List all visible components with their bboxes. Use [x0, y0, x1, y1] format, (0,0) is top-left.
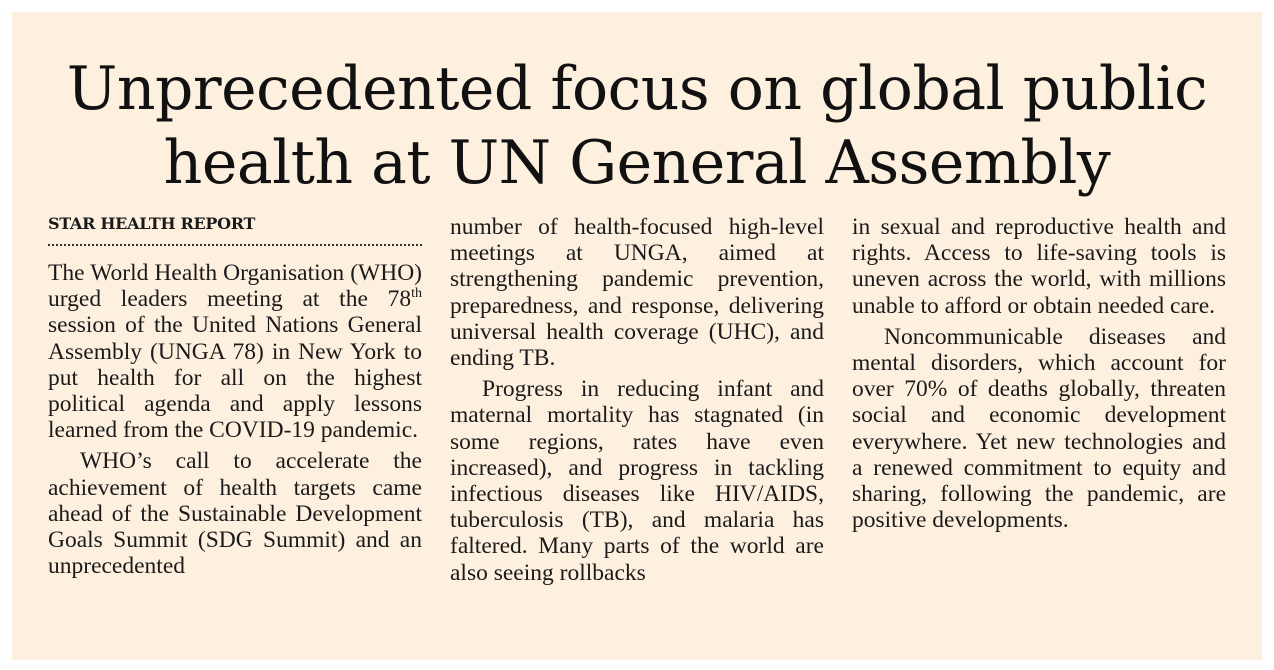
article-column-2: number of health-focused high-level meet… — [450, 214, 824, 586]
byline: STAR HEALTH REPORT — [48, 214, 256, 233]
paragraph: WHO’s call to accelerate the achievement… — [48, 448, 422, 580]
headline: Unprecedented focus on global public hea… — [12, 52, 1262, 200]
article-clipping: Unprecedented focus on global public hea… — [12, 12, 1262, 660]
dotted-divider — [48, 244, 422, 246]
paragraph: The World Health Organisation (WHO) urge… — [48, 260, 422, 443]
headline-line-2: health at UN General Assembly — [163, 128, 1111, 198]
paragraph: in sexual and reproductive health and ri… — [852, 214, 1226, 319]
paragraph-text: session of the United Nations General As… — [48, 312, 422, 444]
headline-line-1: Unprecedented focus on global public — [66, 54, 1208, 124]
article-column-3: in sexual and reproductive health and ri… — [852, 214, 1226, 533]
paragraph: Progress in reducing infant and maternal… — [450, 376, 824, 586]
paragraph: Noncommunicable diseases and mental diso… — [852, 323, 1226, 534]
article-column-1: STAR HEALTH REPORT The World Health Orga… — [48, 212, 422, 579]
paragraph-text: The World Health Organisation (WHO) urge… — [48, 260, 422, 313]
superscript: th — [411, 286, 422, 302]
paragraph: number of health-focused high-level meet… — [450, 214, 824, 372]
